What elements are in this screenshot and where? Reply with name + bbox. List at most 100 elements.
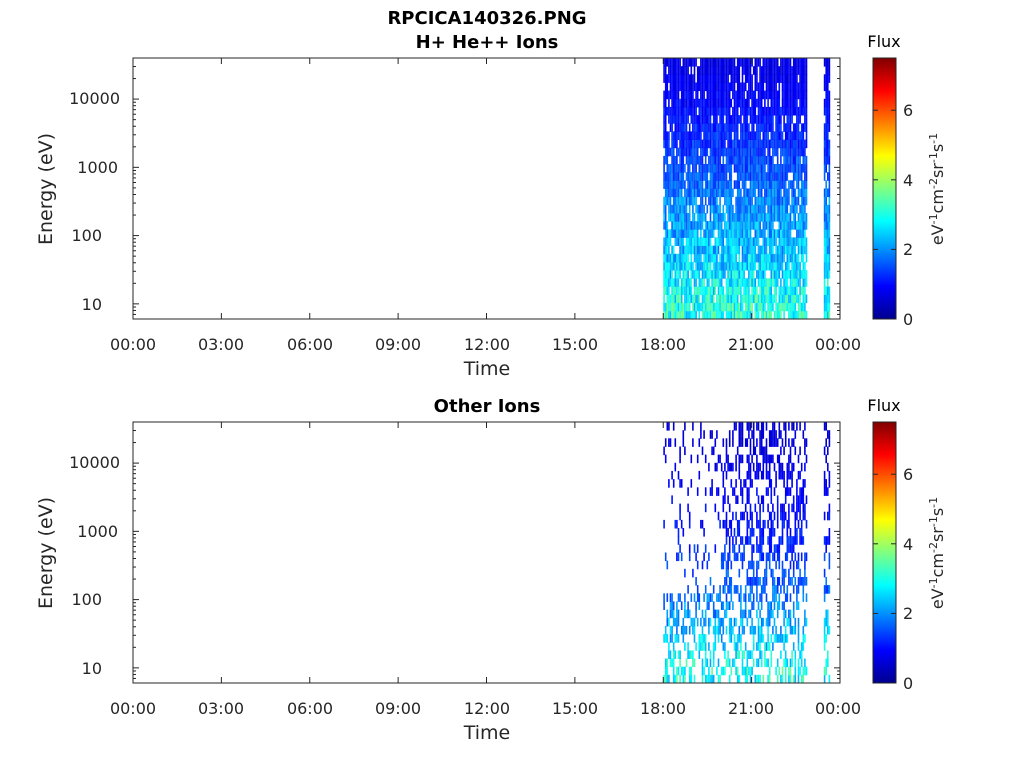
spectrogram-cell	[760, 90, 763, 100]
spectrogram-cell	[754, 294, 757, 304]
spectrogram-cell	[733, 90, 736, 100]
spectrogram-cell	[719, 196, 721, 206]
spectrogram-cell	[789, 147, 792, 157]
spectrogram-cell	[784, 221, 787, 230]
spectrogram-cell	[804, 560, 806, 570]
spectrogram-cell	[756, 221, 758, 230]
spectrogram-cell	[725, 204, 728, 214]
spectrogram-cell	[720, 302, 723, 312]
spectrogram-cell	[682, 438, 685, 447]
spectrogram-cell	[788, 196, 790, 206]
spectrogram-cell	[802, 180, 805, 189]
spectrogram-cell	[748, 245, 750, 255]
spectrogram-cell	[727, 90, 729, 100]
spectrogram-cell	[736, 261, 739, 271]
spectrogram-cell	[792, 204, 795, 214]
spectrogram-cell	[733, 131, 736, 140]
spectrogram-cell	[764, 221, 766, 230]
spectrogram-cell	[800, 658, 803, 668]
spectrogram-cell	[770, 261, 773, 271]
spectrogram-cell	[690, 196, 693, 206]
spectrogram-cell	[804, 90, 806, 100]
spectrogram-cell	[685, 172, 688, 181]
spectrogram-cell	[741, 536, 744, 545]
spectrogram-cell	[752, 180, 755, 189]
spectrogram-cell	[796, 237, 798, 246]
spectrogram-cell	[687, 164, 689, 173]
spectrogram-cell	[719, 213, 721, 222]
spectrogram-cell	[684, 666, 686, 676]
spectrogram-cell	[706, 658, 709, 668]
spectrogram-cell	[762, 123, 765, 132]
spectrogram-cell	[735, 213, 737, 222]
spectrogram-cell	[717, 511, 720, 521]
spectrogram-cell	[796, 585, 798, 594]
spectrogram-cell	[728, 577, 731, 586]
spectrogram-cell	[696, 270, 699, 279]
spectrogram-cell	[767, 90, 769, 100]
spectrogram-cell	[754, 503, 757, 513]
spectrogram-cell	[700, 147, 702, 157]
spectrogram-cell	[823, 155, 826, 165]
spectrogram-cell	[756, 196, 758, 206]
spectrogram-cell	[701, 58, 704, 67]
spectrogram-cell	[735, 286, 737, 295]
spectrogram-cell	[764, 139, 766, 149]
spectrogram-cell	[695, 115, 697, 124]
spectrogram-cell	[692, 123, 694, 132]
spectrogram-cell	[682, 310, 685, 320]
spectrogram-cell	[680, 106, 683, 116]
spectrogram-cell	[679, 106, 681, 116]
spectrogram-cell	[804, 58, 806, 67]
spectrogram-cell	[743, 229, 745, 238]
spectrogram-cell	[724, 552, 726, 562]
spectrogram-cell	[759, 536, 761, 545]
spectrogram-cell	[791, 294, 793, 304]
spectrogram-cell	[746, 422, 749, 431]
spectrogram-cell	[680, 666, 683, 676]
spectrogram-cell	[748, 74, 750, 83]
spectrogram-cell	[744, 196, 747, 206]
spectrogram-cell	[746, 90, 749, 100]
spectrogram-cell	[828, 172, 831, 181]
spectrogram-cell	[674, 302, 677, 312]
spectrogram-cell	[762, 528, 765, 537]
spectrogram-cell	[730, 625, 733, 635]
spectrogram-cell	[770, 131, 773, 140]
spectrogram-cell	[738, 221, 741, 230]
spectrogram-cell	[679, 74, 681, 83]
spectrogram-cell	[748, 229, 750, 238]
spectrogram-cell	[828, 229, 831, 238]
spectrogram-cell	[767, 253, 769, 263]
spectrogram-cell	[716, 204, 718, 214]
spectrogram-cell	[700, 172, 702, 181]
spectrogram-cell	[666, 131, 669, 140]
spectrogram-cell	[698, 123, 701, 132]
spectrogram-cell	[778, 98, 781, 108]
spectrogram-cell	[752, 560, 755, 570]
spectrogram-cell	[825, 155, 827, 165]
spectrogram-cell	[805, 294, 808, 304]
spectrogram-cell	[724, 544, 726, 553]
spectrogram-cell	[746, 286, 749, 295]
spectrogram-cell	[792, 609, 795, 619]
spectrogram-cell	[764, 164, 766, 173]
spectrogram-cell	[695, 155, 697, 165]
spectrogram-cell	[762, 278, 765, 287]
spectrogram-cell	[759, 213, 761, 222]
spectrogram-cell	[735, 617, 737, 627]
spectrogram-cell	[727, 115, 729, 124]
spectrogram-cell	[690, 245, 693, 255]
spectrogram-cell	[805, 66, 808, 75]
spectrogram-cell	[775, 286, 777, 295]
spectrogram-cell	[728, 278, 731, 287]
spectrogram-cell	[778, 229, 781, 238]
spectrogram-cell	[701, 302, 704, 312]
spectrogram-cell	[680, 519, 683, 529]
spectrogram-cell	[735, 310, 737, 320]
spectrogram-cell	[695, 601, 697, 610]
spectrogram-cell	[754, 180, 757, 189]
spectrogram-cell	[720, 278, 723, 287]
spectrogram-cell	[738, 66, 741, 75]
spectrogram-cell	[776, 115, 779, 124]
